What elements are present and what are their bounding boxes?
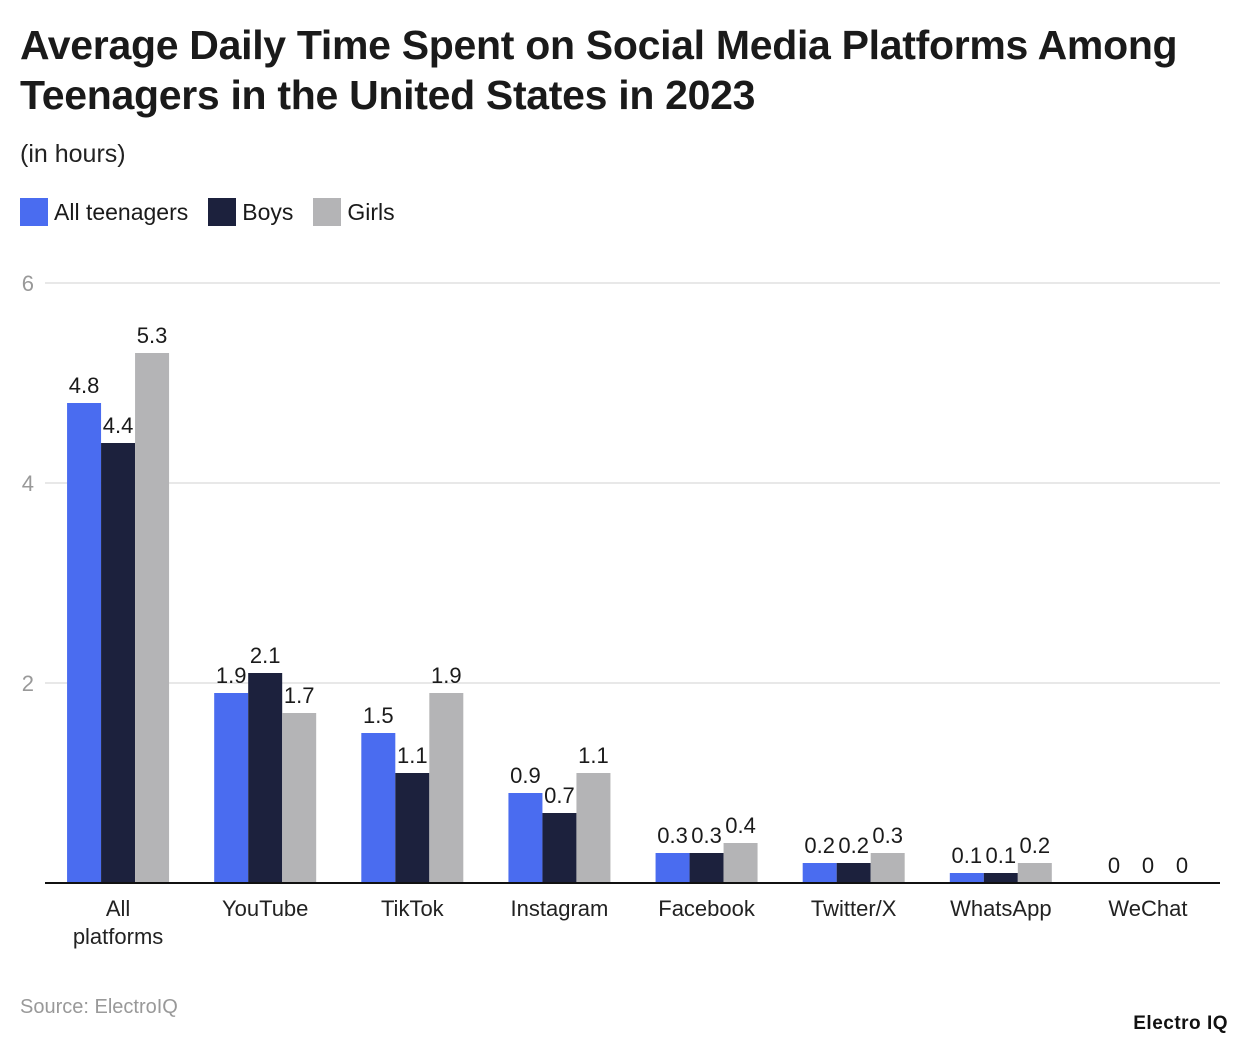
data-label: 0.2 <box>1020 833 1051 858</box>
x-tick-label: WhatsApp <box>950 896 1052 921</box>
chart-subtitle: (in hours) <box>20 140 126 168</box>
legend-item-all-teenagers: All teenagers <box>20 198 188 226</box>
data-label: 4.4 <box>103 413 134 438</box>
data-label: 2.1 <box>250 643 281 668</box>
data-label: 1.9 <box>431 663 462 688</box>
legend-swatch <box>208 198 237 226</box>
legend-label: All teenagers <box>54 198 189 225</box>
legend-label: Girls <box>347 198 395 225</box>
bar <box>248 673 283 883</box>
bar <box>101 443 136 883</box>
bar <box>836 863 871 883</box>
x-tick-label: Instagram <box>511 896 609 921</box>
data-label: 1.5 <box>363 703 394 728</box>
x-tick-label: WeChat <box>1108 896 1187 921</box>
bar <box>429 693 464 883</box>
data-label: 0.2 <box>804 833 835 858</box>
x-tick-label: TikTok <box>381 896 445 921</box>
legend: All teenagers Boys Girls <box>20 198 395 226</box>
brand-logo: Electro IQ <box>1133 1013 1228 1034</box>
x-tick-label: Twitter/X <box>811 896 897 921</box>
bar <box>655 853 690 883</box>
y-tick-label: 6 <box>22 271 34 296</box>
bar <box>576 773 611 883</box>
legend-swatch <box>313 198 342 226</box>
data-label: 0.7 <box>544 783 575 808</box>
legend-item-girls: Girls <box>313 198 395 226</box>
data-label: 0.2 <box>838 833 869 858</box>
bar <box>983 873 1018 883</box>
bar <box>949 873 984 883</box>
data-label: 1.9 <box>216 663 247 688</box>
bar <box>214 693 249 883</box>
data-label: 0 <box>1142 853 1154 878</box>
x-tick-label: Facebook <box>658 896 756 921</box>
data-label: 4.8 <box>69 373 100 398</box>
bar <box>802 863 837 883</box>
bar <box>395 773 430 883</box>
bar <box>135 353 170 883</box>
bar <box>689 853 724 883</box>
bar <box>67 403 102 883</box>
data-label: 0.3 <box>657 823 688 848</box>
bar <box>1017 863 1052 883</box>
data-label: 1.7 <box>284 683 315 708</box>
bar <box>542 813 577 883</box>
data-label: 0.3 <box>872 823 903 848</box>
y-tick-label: 2 <box>22 671 34 696</box>
data-label: 1.1 <box>578 743 609 768</box>
bar <box>361 733 396 883</box>
bar <box>870 853 905 883</box>
data-label: 0.1 <box>952 843 983 868</box>
bar <box>282 713 317 883</box>
x-tick-label: YouTube <box>222 896 308 921</box>
x-tick-label: platforms <box>73 924 163 949</box>
data-label: 0.9 <box>510 763 541 788</box>
data-label: 0 <box>1176 853 1188 878</box>
legend-swatch <box>20 198 48 226</box>
data-label: 0.4 <box>725 813 756 838</box>
data-label: 0 <box>1108 853 1120 878</box>
data-label: 1.1 <box>397 743 428 768</box>
source-note: Source: ElectroIQ <box>20 996 178 1018</box>
legend-item-boys: Boys <box>208 198 293 226</box>
bar <box>508 793 543 883</box>
bar <box>723 843 758 883</box>
chart-title: Average Daily Time Spent on Social Media… <box>20 22 1178 118</box>
data-label: 5.3 <box>137 323 168 348</box>
x-tick-label: All <box>106 896 130 921</box>
y-tick-label: 4 <box>22 471 34 496</box>
legend-label: Boys <box>242 198 294 225</box>
data-label: 0.1 <box>986 843 1017 868</box>
data-label: 0.3 <box>691 823 722 848</box>
